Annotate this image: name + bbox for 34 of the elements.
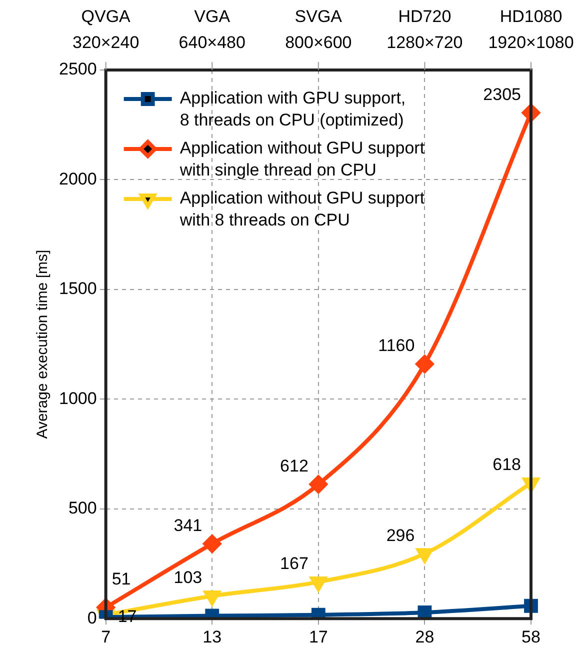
legend-label: Application without GPU support with single thread on CPU: [178, 138, 425, 180]
y-tick-label: 1500: [58, 279, 97, 298]
point: [416, 355, 434, 374]
text: HD1080 1920×1080: [488, 7, 574, 52]
data-label: 167: [280, 554, 308, 574]
y-tick-label: 1000: [58, 388, 97, 408]
data-label: 51: [112, 570, 131, 589]
data-label: 103: [174, 568, 202, 588]
point: [418, 606, 432, 619]
y-tick-label: 2000: [58, 169, 97, 188]
point: [203, 534, 222, 553]
y-tick-label: 0: [87, 608, 97, 628]
data-label: 2305: [483, 84, 522, 104]
x-tick-label: 13: [202, 627, 222, 646]
x-tick-label: 7: [101, 627, 111, 646]
data-label: 618: [492, 455, 522, 474]
data-label: 1160: [378, 336, 415, 356]
text: VGA 640×480: [178, 7, 246, 52]
data-label: 612: [280, 456, 308, 476]
data-label: 341: [174, 516, 202, 535]
text: HD720 1280×720: [386, 7, 463, 52]
text: QVGA 320×240: [72, 7, 140, 52]
x-tick-label: 58: [522, 627, 540, 646]
y-axis-title: Average execution time [ms]: [34, 250, 52, 439]
data-label: 17: [118, 607, 137, 626]
text: SVGA 800×600: [285, 7, 352, 52]
legend-label: Application without GPU support with 8 threads on CPU: [178, 188, 425, 230]
y-tick-label: 500: [68, 498, 97, 518]
point: [309, 475, 328, 494]
legend-label: Application with GPU support, 8 threads on CPU (optimized): [180, 88, 406, 130]
x-tick-label: 28: [415, 627, 434, 646]
x-tick-label: 17: [308, 627, 328, 646]
data-label: 296: [386, 526, 415, 545]
y-tick-label: 2500: [58, 60, 97, 79]
